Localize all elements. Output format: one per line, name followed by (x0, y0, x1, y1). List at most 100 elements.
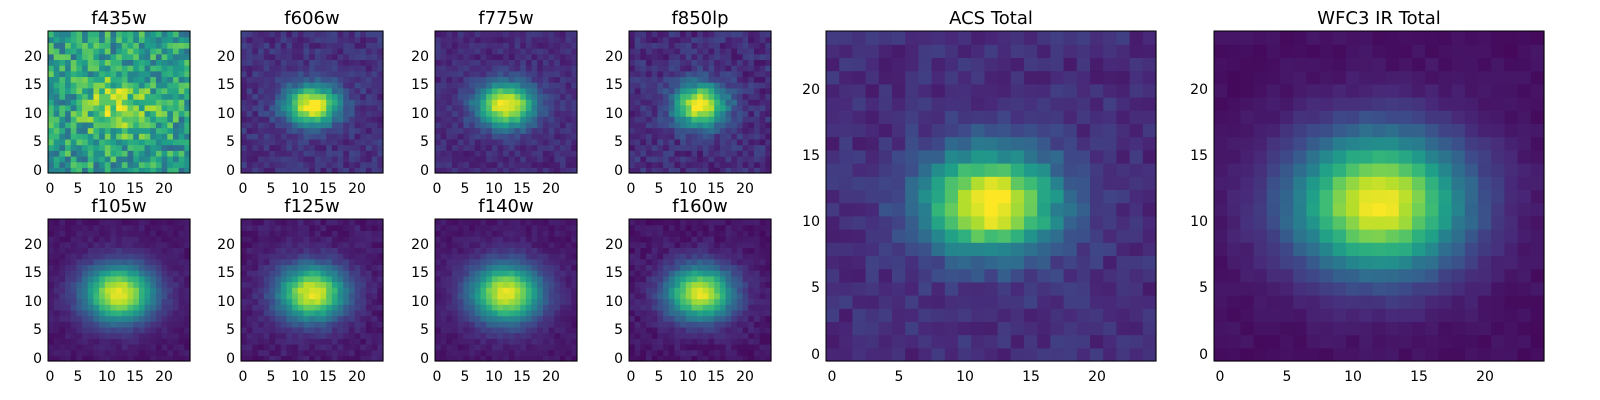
heatmap-cell (110, 42, 117, 49)
heatmap-cell (708, 127, 715, 134)
heatmap-cell (337, 236, 344, 243)
heatmap-cell (354, 247, 361, 254)
heatmap-cell (719, 42, 727, 49)
heatmap-cell (184, 315, 191, 322)
heatmap-cell (280, 167, 288, 174)
heatmap-cell (759, 70, 766, 78)
heatmap-cell (133, 298, 140, 305)
heatmap-cell (59, 127, 66, 134)
heatmap-cell (275, 110, 282, 117)
heatmap-cell (343, 150, 350, 157)
heatmap-cell (668, 161, 676, 168)
heatmap-cell (452, 326, 459, 334)
heatmap-cell (565, 224, 572, 231)
heatmap-cell (246, 332, 253, 339)
heatmap-cell (116, 116, 123, 123)
heatmap-cell (646, 253, 653, 260)
heatmap-cell (708, 298, 715, 305)
heatmap-cell (354, 36, 361, 43)
heatmap-cell (354, 292, 361, 300)
heatmap-cell (725, 36, 732, 43)
heatmap-cell (82, 36, 89, 43)
heatmap-cell (640, 99, 647, 106)
heatmap-cell (503, 42, 510, 49)
heatmap-cell (646, 167, 653, 174)
heatmap-cell (360, 219, 367, 226)
heatmap-cell (252, 31, 259, 38)
heatmap-cell (337, 155, 344, 163)
heatmap-cell (155, 230, 163, 237)
heatmap-cell (48, 224, 55, 231)
heatmap-cell (474, 104, 482, 112)
heatmap-cell (503, 298, 510, 305)
heatmap-cell (474, 144, 482, 151)
y-tick-label: 0 (226, 351, 235, 367)
heatmap-cell (634, 127, 641, 134)
heatmap-cell (531, 155, 538, 163)
heatmap-cell (133, 264, 140, 271)
heatmap-cell (446, 133, 453, 140)
heatmap-cell (241, 321, 248, 328)
heatmap-cell (59, 93, 66, 100)
heatmap-cell (144, 42, 151, 49)
heatmap-cell (748, 82, 755, 89)
heatmap-cell (748, 155, 755, 163)
heatmap-cell (292, 355, 299, 362)
heatmap-cell (559, 155, 567, 163)
heatmap-cell (93, 59, 100, 66)
heatmap-cell (167, 82, 174, 89)
heatmap-cell (537, 264, 544, 271)
heatmap-cell (640, 76, 647, 83)
heatmap-cell (48, 82, 55, 89)
heatmap-cell (82, 70, 89, 78)
heatmap-cell (184, 93, 191, 100)
heatmap-cell (93, 321, 100, 328)
heatmap-cell (714, 116, 721, 123)
heatmap-cell (657, 264, 664, 271)
heatmap-cell (297, 104, 305, 112)
heatmap-cell (531, 76, 538, 83)
heatmap-cell (138, 65, 146, 72)
heatmap-cells (435, 31, 578, 174)
heatmap-cell (446, 309, 453, 317)
heatmap-cell (452, 150, 459, 157)
heatmap-cell (377, 241, 384, 248)
heatmap-cell (48, 219, 55, 226)
heatmap-cell (554, 138, 561, 146)
heatmap-cell (275, 298, 282, 305)
heatmap-cell (144, 275, 151, 283)
heatmap-cell (150, 133, 157, 140)
heatmap-cell (292, 309, 299, 317)
heatmap-cell (554, 349, 561, 356)
heatmap-cell (360, 338, 367, 345)
heatmap-cell (714, 110, 721, 117)
heatmap-cell (708, 309, 715, 317)
heatmap-cell (133, 241, 140, 248)
heatmap-cell (59, 99, 66, 106)
heatmap-cell (297, 36, 305, 43)
heatmap-cell (435, 224, 442, 231)
heatmap-cells (48, 31, 191, 174)
heatmap-cell (742, 343, 749, 351)
heatmap-cell (497, 76, 504, 83)
heatmap-cell (765, 93, 772, 100)
heatmap-cell (548, 127, 555, 134)
heatmap-cell (53, 270, 60, 277)
heatmap-cell (457, 42, 464, 49)
heatmap-cell (474, 258, 482, 266)
heatmap-cell (121, 127, 129, 134)
x-tick-label: 10 (679, 181, 697, 197)
heatmap-cell (292, 144, 299, 151)
heatmap-cell (634, 281, 641, 288)
heatmap-cell (657, 144, 664, 151)
heatmap-cell (435, 76, 442, 83)
heatmap-cell (497, 53, 504, 60)
heatmap-cell (263, 104, 270, 112)
heatmap-cell (161, 99, 168, 106)
heatmap-cell (469, 326, 476, 334)
heatmap-cell (133, 76, 140, 83)
heatmap-cell (150, 219, 157, 226)
heatmap-cell (702, 253, 710, 260)
heatmap-cell (263, 241, 270, 248)
heatmap-cell (309, 241, 316, 248)
